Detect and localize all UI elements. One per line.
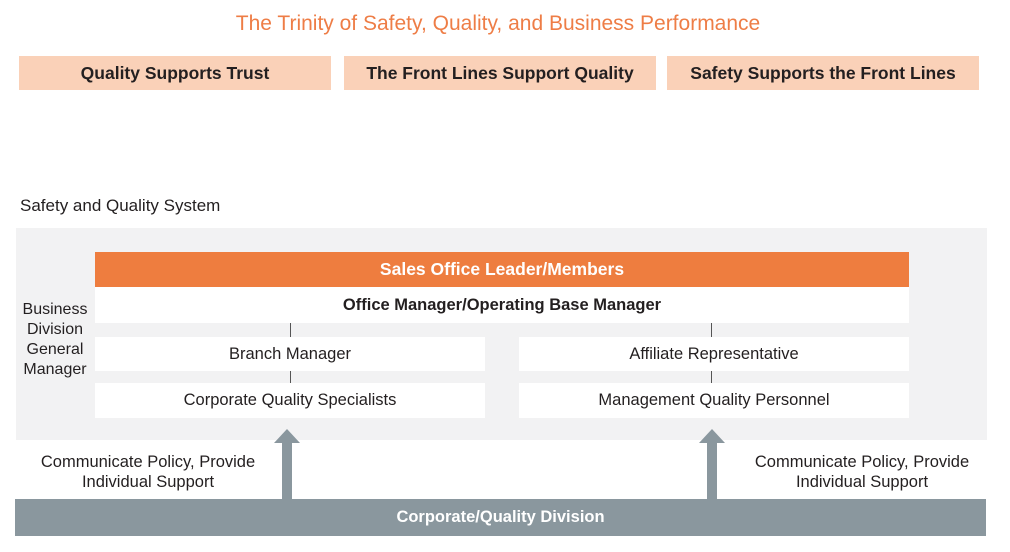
support-text-line: Individual Support bbox=[795, 473, 929, 491]
up-arrow-icon bbox=[274, 429, 300, 501]
affiliate-representative-box: Affiliate Representative bbox=[519, 337, 909, 371]
management-quality-personnel-box: Management Quality Personnel bbox=[519, 383, 909, 418]
support-text-right: Communicate Policy, Provide Individual S… bbox=[739, 452, 985, 492]
connector-line bbox=[290, 371, 291, 383]
pillar-safety-supports-front-lines: Safety Supports the Front Lines bbox=[667, 56, 979, 90]
corporate-quality-division-bar: Corporate/Quality Division bbox=[15, 499, 986, 536]
connector-line bbox=[711, 323, 712, 337]
connector-line bbox=[711, 371, 712, 383]
up-arrow-icon bbox=[699, 429, 725, 501]
section-title: Safety and Quality System bbox=[20, 196, 221, 215]
support-text-left: Communicate Policy, Provide Individual S… bbox=[25, 452, 271, 492]
side-label-line: Division bbox=[26, 321, 83, 338]
connector-line bbox=[290, 323, 291, 337]
side-label-line: Business bbox=[22, 301, 88, 318]
support-text-line: Communicate Policy, Provide bbox=[40, 453, 256, 471]
diagram-title: The Trinity of Safety, Quality, and Busi… bbox=[235, 12, 761, 35]
pillar-quality-supports-trust: Quality Supports Trust bbox=[19, 56, 331, 90]
office-manager-box: Office Manager/Operating Base Manager bbox=[95, 287, 909, 323]
branch-manager-box: Branch Manager bbox=[95, 337, 485, 371]
leader-bar: Sales Office Leader/Members bbox=[95, 252, 909, 287]
support-text-line: Individual Support bbox=[81, 473, 215, 491]
corporate-quality-specialists-box: Corporate Quality Specialists bbox=[95, 383, 485, 418]
side-label-line: Manager bbox=[23, 361, 87, 378]
support-text-line: Communicate Policy, Provide bbox=[754, 453, 970, 471]
side-label-line: General bbox=[26, 341, 84, 358]
business-division-general-manager-label: Business Division General Manager bbox=[18, 300, 92, 380]
pillar-front-lines-support-quality: The Front Lines Support Quality bbox=[344, 56, 656, 90]
